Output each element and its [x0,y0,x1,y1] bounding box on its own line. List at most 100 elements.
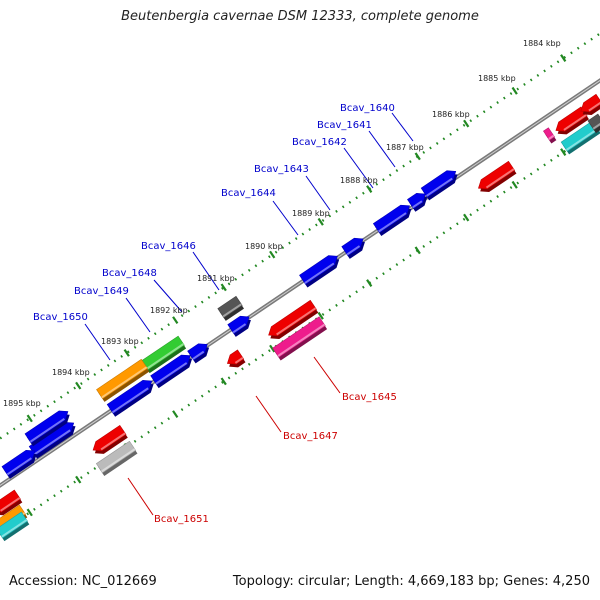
gene-arrow-highlight [33,429,71,456]
gene-arrow[interactable] [24,410,69,444]
tick-label: 1894 kbp [52,368,90,377]
gene-arrow[interactable] [95,440,137,474]
gene-label[interactable]: Bcav_1644 [221,188,276,199]
tick-label: 1887 kbp [386,143,424,152]
gene-label[interactable]: Bcav_1645 [342,392,397,403]
gene-label[interactable]: Bcav_1640 [340,103,395,114]
gene-arrow[interactable] [0,511,28,539]
label-leader-line [391,112,414,142]
gene-arrow-highlight [548,134,555,140]
gene-label[interactable]: Bcav_1651 [154,514,209,525]
scale-tick [75,475,82,484]
gene-arrow[interactable] [106,380,153,414]
gene-arrow-highlight [29,417,65,443]
gene-arrow[interactable] [268,299,317,337]
scale-tick [172,316,179,325]
gene-label[interactable]: Bcav_1646 [141,241,196,252]
label-leader-line [153,279,183,313]
gene-label[interactable]: Bcav_1641 [317,120,372,131]
page-title: Beutenbergia cavernae DSM 12333, complet… [121,9,479,24]
gene-arrow[interactable] [341,237,364,257]
outer-scale-line [0,32,600,440]
tick-label: 1884 kbp [523,39,561,48]
gene-arrow[interactable] [407,193,426,210]
gene-arrow-highlight [155,362,188,385]
gene-arrow-highlight [563,113,587,131]
scale-tick [75,381,82,390]
gene-arrow-highlight [101,366,148,399]
gene-arrow-highlight [565,127,599,151]
accession-text: Accession: NC_012669 [9,574,157,589]
scale-tick [414,152,421,161]
label-leader-line [125,297,151,333]
tick-label: 1890 kbp [245,242,283,251]
gene-arrow-highlight [192,350,205,360]
gene-arrow[interactable] [478,160,516,190]
gene-arrow-highlight [378,212,407,233]
gene-label[interactable]: Bcav_1650 [33,312,88,323]
scale-tick [220,283,227,292]
gene-arrow-highlight [234,357,244,364]
gene-arrow[interactable] [1,449,36,477]
tick-label: 1888 kbp [340,176,378,185]
gene-label[interactable]: Bcav_1648 [102,268,157,279]
gene-arrow-highlight [304,262,335,284]
scale-tick [511,86,518,95]
gene-arrow-highlight [222,303,242,318]
gene-label[interactable]: Bcav_1642 [292,137,347,148]
gene-arrow-highlight [1,519,28,538]
gene-arrow[interactable] [420,170,457,198]
gene-arrow-highlight [276,307,317,336]
scale-tick [366,279,373,287]
gene-arrow[interactable] [92,424,127,452]
gene-arrow[interactable] [299,255,338,285]
scale-tick [26,508,33,517]
label-leader-line [272,200,299,236]
gene-arrow[interactable] [217,295,243,319]
tick-label: 1892 kbp [150,306,188,315]
label-leader-line [192,251,220,291]
gene-arrow-highlight [100,432,126,451]
scale-tick [560,148,567,156]
gene-arrow[interactable] [96,358,148,400]
scale-tick [511,180,518,189]
tick-label: 1891 kbp [197,274,235,283]
gene-label[interactable]: Bcav_1647 [283,431,338,442]
gene-arrow[interactable] [372,204,410,234]
scale-tick [220,377,227,386]
gene-arrow-highlight [6,457,32,476]
gene-arrow-highlight [588,101,600,112]
tick-label: 1886 kbp [432,110,470,119]
scale-tick [414,246,421,255]
scale-tick [269,344,276,353]
gene-label[interactable]: Bcav_1643 [254,164,309,175]
scale-tick [317,217,324,226]
gene-arrow[interactable] [227,315,250,335]
gene-arrow-highlight [232,323,247,334]
gene-arrow-highlight [111,387,149,414]
label-leader-line [368,130,396,168]
scale-tick [26,414,33,423]
gene-arrow-highlight [592,122,600,130]
gene-arrow-highlight [346,245,361,256]
gene-label[interactable]: Bcav_1649 [74,286,129,297]
label-leader-line [343,147,374,189]
label-leader-line [313,356,341,394]
tick-label: 1889 kbp [292,209,330,218]
gene-arrow-highlight [0,497,21,512]
gene-arrow-highlight [485,168,515,189]
gene-arrow[interactable] [150,354,191,386]
gene-arrow[interactable] [28,422,75,456]
label-leader-line [84,323,111,361]
label-leader-line [127,477,154,516]
scale-tick [366,185,373,193]
tick-label: 1885 kbp [478,74,516,83]
scale-tick [172,410,179,419]
gene-arrow[interactable] [272,316,326,358]
gene-arrow[interactable] [187,343,208,361]
gene-arrow-highlight [101,448,136,473]
gene-arrow-highlight [425,177,453,197]
label-leader-line [305,175,331,211]
topology-text: Topology: circular; Length: 4,669,183 bp… [232,574,590,589]
